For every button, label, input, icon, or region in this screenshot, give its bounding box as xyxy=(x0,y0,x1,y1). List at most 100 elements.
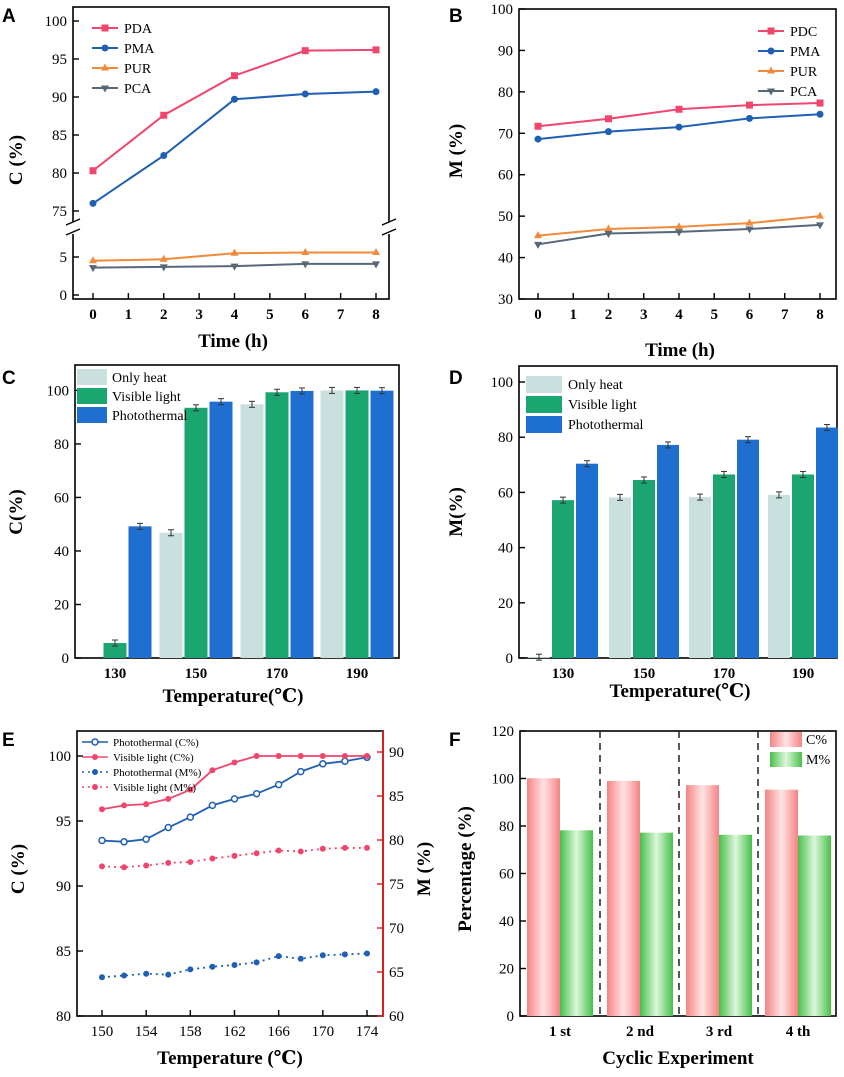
data-point-series-0 xyxy=(341,757,349,765)
panel-a-x-tick-label: 5 xyxy=(266,307,274,323)
data-point-pma xyxy=(816,110,824,118)
bar-photothermal-150 xyxy=(657,444,679,658)
panel-c-y-tick-label: 60 xyxy=(54,490,69,506)
bar-m-3rd xyxy=(719,834,752,1016)
panel-c-y-tick-label: 20 xyxy=(54,597,69,613)
panel-e: E 80 85 90 95 100 60 65 70 75 80 85 90 150 154 158 162 16… xyxy=(2,730,435,1069)
bar-only-heat-170 xyxy=(689,497,711,658)
panel-d-y-tick-label: 40 xyxy=(498,541,513,557)
panel-b-x-tick-label: 0 xyxy=(534,307,542,323)
panel-b-y-tick-label: 30 xyxy=(498,292,513,308)
data-point-series-2 xyxy=(319,952,326,959)
panel-c: C 0 20 40 60 80 100 130 150 170 190 C(%) Temperature… xyxy=(2,364,400,707)
panel-d-x-tick-label: 130 xyxy=(552,666,575,682)
panel-c-label: C xyxy=(2,368,16,389)
bar-photothermal-130 xyxy=(128,526,152,658)
panel-c-x-tick-label: 130 xyxy=(104,666,127,682)
panel-e-y-tick-label: 100 xyxy=(49,749,72,765)
data-point-series-3 xyxy=(297,848,304,855)
data-point-series-3 xyxy=(231,852,238,859)
data-point-series-2 xyxy=(231,961,238,968)
axis-break-mask xyxy=(69,222,77,234)
bar-visible-light-170 xyxy=(265,392,289,658)
panel-e-y-axis-title: C (%) xyxy=(8,844,29,894)
data-point-series-0 xyxy=(98,836,106,845)
legend-swatch xyxy=(526,376,562,393)
panel-d-label: D xyxy=(449,368,463,389)
legend-marker xyxy=(101,63,109,71)
panel-a-y-tick-label: 5 xyxy=(60,250,68,266)
data-point-series-1 xyxy=(143,801,150,808)
legend-label-pda: PDA xyxy=(124,22,153,37)
data-point-pur xyxy=(604,224,613,232)
panel-e-y2-tick-label: 60 xyxy=(389,1009,404,1025)
bar-photothermal-190 xyxy=(370,390,394,658)
legend-marker xyxy=(92,769,98,775)
bar-only-heat-170 xyxy=(240,404,264,658)
bar-visible-light-190 xyxy=(345,390,369,658)
panel-b: B 30 40 50 60 70 80 90 100 0 1 2 3 4 5 6 7 8 M (%) Time (h)… xyxy=(446,2,837,361)
data-point-series-3 xyxy=(253,850,260,857)
data-point-pda xyxy=(89,167,97,175)
data-point-pca xyxy=(745,226,754,234)
panel-c-y-axis-title: C(%) xyxy=(6,489,27,534)
data-point-series-1 xyxy=(319,753,326,759)
bar-photothermal-190 xyxy=(816,427,838,658)
data-point-pdc xyxy=(675,105,683,113)
panel-d-y-tick-label: 100 xyxy=(491,375,514,391)
panel-e-y-tick-label: 90 xyxy=(56,879,71,895)
data-point-series-2 xyxy=(99,974,105,981)
panel-f-x-tick-label: 4 th xyxy=(786,1024,811,1040)
panel-a-x-tick-label: 4 xyxy=(231,307,239,323)
panel-e-y2-tick-label: 65 xyxy=(389,965,404,981)
panel-e-label: E xyxy=(2,730,15,751)
data-point-pur xyxy=(89,256,97,264)
bar-photothermal-170 xyxy=(737,439,759,658)
bar-c-2nd xyxy=(607,780,640,1016)
bar-visible-light-150 xyxy=(633,479,655,658)
bar-visible-light-130 xyxy=(552,500,574,658)
data-point-series-0 xyxy=(164,823,172,832)
legend-marker xyxy=(767,66,775,74)
legend-swatch xyxy=(77,388,107,404)
data-point-pca xyxy=(534,241,542,249)
panel-f-y-axis-title: Percentage (%) xyxy=(455,806,476,932)
data-point-pur xyxy=(301,247,310,255)
axis-break-mask xyxy=(385,222,393,234)
data-point-series-0 xyxy=(297,767,305,776)
panel-e-x-tick-label: 162 xyxy=(223,1024,246,1040)
bar-c-1st xyxy=(527,778,560,1016)
panel-e-x-tick-label: 154 xyxy=(135,1024,158,1040)
data-point-pma xyxy=(605,128,612,136)
legend-label-m: M% xyxy=(806,753,830,768)
plot-frame xyxy=(74,364,400,659)
panel-a-y-tick-label: 90 xyxy=(52,90,67,106)
legend-label-0: Photothermal (C%) xyxy=(113,737,199,749)
legend-marker xyxy=(92,784,98,790)
panel-a-x-tick-label: 2 xyxy=(160,307,168,323)
data-point-series-1 xyxy=(275,753,282,759)
panel-c-y-tick-label: 100 xyxy=(47,383,70,399)
legend-marker xyxy=(767,88,775,96)
panel-f-x-tick-label: 3 rd xyxy=(706,1024,733,1040)
data-point-series-2 xyxy=(253,959,260,966)
axis-break-mark xyxy=(65,228,81,236)
panel-e-y2-tick-label: 90 xyxy=(389,745,404,761)
bar-visible-light-190 xyxy=(792,474,814,658)
bar-m-1st xyxy=(560,830,593,1016)
panel-a-x-tick-label: 1 xyxy=(125,307,133,323)
panel-c-x-tick-label: 170 xyxy=(266,666,289,682)
panel-b-x-tick-label: 5 xyxy=(711,307,719,323)
data-point-series-2 xyxy=(297,955,304,962)
panel-c-x-tick-label: 150 xyxy=(185,666,208,682)
data-point-series-0 xyxy=(274,780,283,789)
panel-a-y-tick-label: 75 xyxy=(52,204,67,220)
panel-e-x-tick-label: 158 xyxy=(179,1024,202,1040)
data-point-series-2 xyxy=(143,970,150,977)
legend-swatch xyxy=(526,396,562,413)
panel-b-x-tick-label: 6 xyxy=(746,307,754,323)
data-point-pur xyxy=(534,231,542,239)
panel-e-y-tick-label: 95 xyxy=(56,814,71,830)
panel-f-y-tick-label: 100 xyxy=(492,772,515,788)
panel-e-y2-tick-label: 85 xyxy=(389,789,404,805)
